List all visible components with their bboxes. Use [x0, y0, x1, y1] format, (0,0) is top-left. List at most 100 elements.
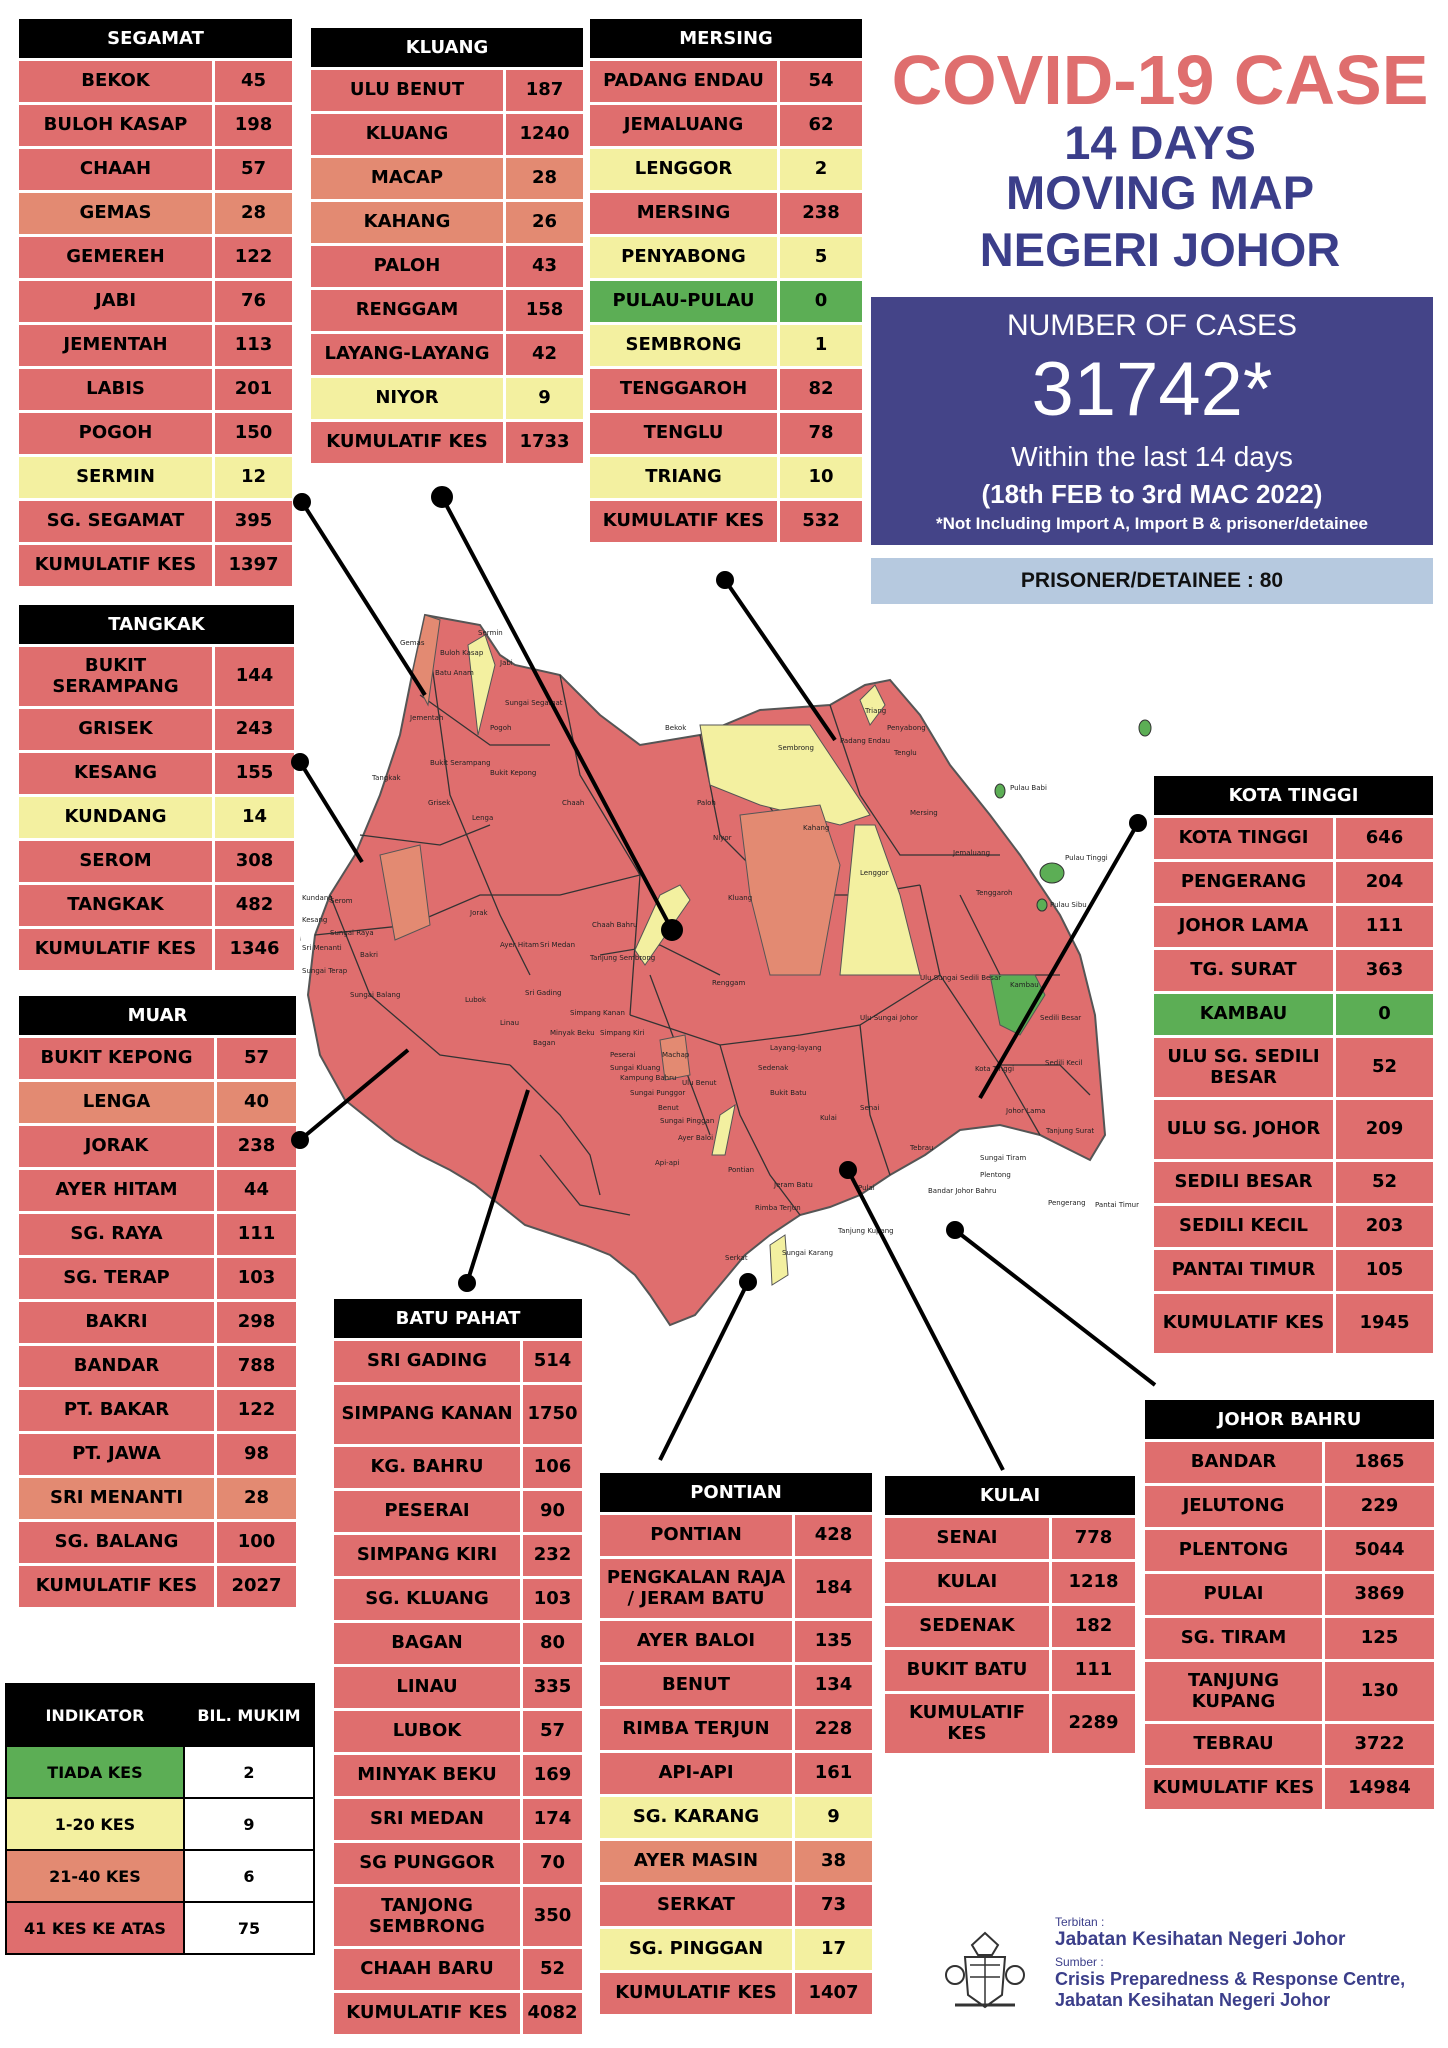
table-row: SRI MEDAN 174 — [331, 1796, 586, 1843]
map-label-sungai-pinggan: Sungai Pinggan — [660, 1117, 714, 1125]
mukim-case-count: 52 — [519, 1946, 586, 1993]
map-label-bagan: Bagan — [533, 1039, 555, 1047]
map-label-tenggaroh: Tenggaroh — [975, 889, 1012, 897]
map-label-niyor: Niyor — [713, 834, 732, 842]
mukim-case-count: 12 — [211, 454, 296, 501]
map-label-batu-anam: Batu Anam — [435, 669, 474, 677]
map-label-mersing: Mersing — [910, 809, 938, 817]
mukim-name: PALOH — [308, 243, 506, 290]
table-row: JABI 76 — [16, 278, 296, 325]
mukim-name: KAHANG — [308, 199, 506, 246]
map-label-bakri: Bakri — [360, 951, 378, 959]
table-row: PENYABONG 5 — [587, 234, 866, 281]
legend-table: INDIKATOR BIL. MUKIM TIADA KES 2 1-20 KES 9… — [5, 1683, 316, 1955]
table-row: API-API 161 — [597, 1750, 875, 1797]
mukim-name: SG. SEGAMAT — [16, 498, 215, 545]
mukim-name: SENAI — [882, 1515, 1052, 1562]
total-count: 1346 — [211, 926, 298, 973]
map-label-pogoh: Pogoh — [490, 724, 511, 732]
area-kahang — [739, 804, 841, 976]
table-pontian: PONTIAN PONTIAN 428 PENGKALAN RAJA / JERAM … — [597, 1470, 875, 2017]
legend-header-count: BIL. MUKIM — [182, 1683, 316, 1747]
mukim-case-count: 38 — [792, 1838, 875, 1885]
map-label-minyak-beku: Minyak Beku — [550, 1029, 595, 1037]
mukim-name: BAGAN — [331, 1620, 523, 1667]
table-row: JEMENTAH 113 — [16, 322, 296, 369]
table-row: TANGKAK 482 — [16, 882, 298, 929]
mukim-case-count: 62 — [776, 102, 866, 149]
mukim-case-count: 158 — [502, 287, 587, 334]
map-label-renggam: Renggam — [712, 979, 745, 987]
segamat-header: SEGAMAT — [15, 16, 296, 61]
map-label-tanjung-kupang: Tanjung Kupang — [837, 1227, 894, 1235]
map-label-sri-medan: Sri Medan — [540, 941, 575, 949]
map-label-penyabong: Penyabong — [887, 724, 926, 732]
mukim-name: SERKAT — [597, 1882, 795, 1929]
table-row: SERKAT 73 — [597, 1882, 875, 1929]
table-row: KOTA TINGGI 646 — [1151, 815, 1436, 862]
mukim-case-count: 134 — [792, 1662, 875, 1709]
pontian-header: PONTIAN — [597, 1470, 875, 1515]
mukim-name: SEROM — [16, 838, 215, 885]
map-label-sungai-raya: Sungai Raya — [330, 929, 374, 937]
mukim-case-count: 1 — [776, 322, 866, 369]
area-sg-pinggan — [711, 1103, 736, 1156]
table-segamat: SEGAMAT BEKOK 45 BULOH KASAP 198 CHAAH 57 GEMAS… — [15, 16, 296, 589]
mukim-case-count: 52 — [1333, 1159, 1436, 1206]
map-label-pulau-sibu: Pulau Sibu — [1050, 901, 1087, 909]
mukim-name: MACAP — [308, 155, 506, 202]
table-row: BAKRI 298 — [16, 1299, 300, 1346]
mukim-name: RIMBA TERJUN — [597, 1706, 795, 1753]
total-label: KUMULATIF KES — [16, 926, 215, 973]
connector-dot-segamat — [293, 493, 311, 511]
mukim-case-count: 78 — [776, 410, 866, 457]
mukim-name: TENGGAROH — [587, 366, 780, 413]
mukim-name: KOTA TINGGI — [1151, 815, 1336, 862]
mukim-case-count: 28 — [502, 155, 587, 202]
mukim-case-count: 57 — [213, 1035, 300, 1082]
mukim-name: MINYAK BEKU — [331, 1752, 523, 1799]
kota-tinggi-header: KOTA TINGGI — [1151, 773, 1436, 818]
mukim-name: LENGGOR — [587, 146, 780, 193]
mukim-case-count: 5 — [776, 234, 866, 281]
map-label-jementah: Jementah — [409, 714, 443, 722]
mukim-name: LABIS — [16, 366, 215, 413]
table-row: TANJUNG KUPANG 130 — [1142, 1659, 1437, 1724]
map-label-sri-gading: Sri Gading — [525, 989, 561, 997]
mukim-case-count: 73 — [792, 1882, 875, 1929]
mukim-case-count: 363 — [1333, 947, 1436, 994]
mukim-case-count: 3722 — [1322, 1721, 1437, 1768]
table-row: PALOH 43 — [308, 243, 587, 290]
map-label-kampung-bahru: Kampung Bahru — [620, 1074, 676, 1082]
map-label-tanjung-surat: Tanjung Surat — [1045, 1127, 1094, 1135]
mukim-name: BUKIT KEPONG — [16, 1035, 217, 1082]
connector-dot-pontian — [739, 1273, 757, 1291]
connector-segamat — [300, 500, 427, 697]
table-row: MINYAK BEKU 169 — [331, 1752, 586, 1799]
cases-label: NUMBER OF CASES — [1006, 309, 1298, 342]
table-row: KLUANG 1240 — [308, 111, 587, 158]
connector-dot-batu-pahat — [458, 1274, 476, 1292]
map-label-sri-menanti: Sri Menanti — [302, 944, 342, 952]
map-label-peserai: Peserai — [610, 1051, 635, 1059]
mukim-case-count: 103 — [213, 1255, 300, 1302]
mukim-case-count: 103 — [519, 1576, 586, 1623]
mukim-case-count: 232 — [519, 1532, 586, 1579]
total-count: 1407 — [792, 1970, 875, 2017]
mukim-name: KG. BAHRU — [331, 1444, 523, 1491]
mukim-case-count: 17 — [792, 1926, 875, 1973]
mukim-case-count: 3869 — [1322, 1571, 1437, 1618]
map-label-rimba-terjun: Rimba Terjun — [755, 1204, 801, 1212]
map-label-linau: Linau — [500, 1019, 519, 1027]
area-triang — [859, 684, 886, 727]
footer-published-label: Terbitan : — [1055, 1915, 1105, 1929]
legend-header-indicator: INDIKATOR — [5, 1683, 185, 1747]
mukim-case-count: 57 — [519, 1708, 586, 1755]
mukim-name: NIYOR — [308, 375, 506, 422]
table-row: PLENTONG 5044 — [1142, 1527, 1437, 1574]
connector-end-kluang — [661, 919, 683, 941]
map-label-sungai-karang: Sungai Karang — [782, 1249, 833, 1257]
map-label-lubok: Lubok — [465, 996, 487, 1004]
mukim-name: PULAI — [1142, 1571, 1325, 1618]
